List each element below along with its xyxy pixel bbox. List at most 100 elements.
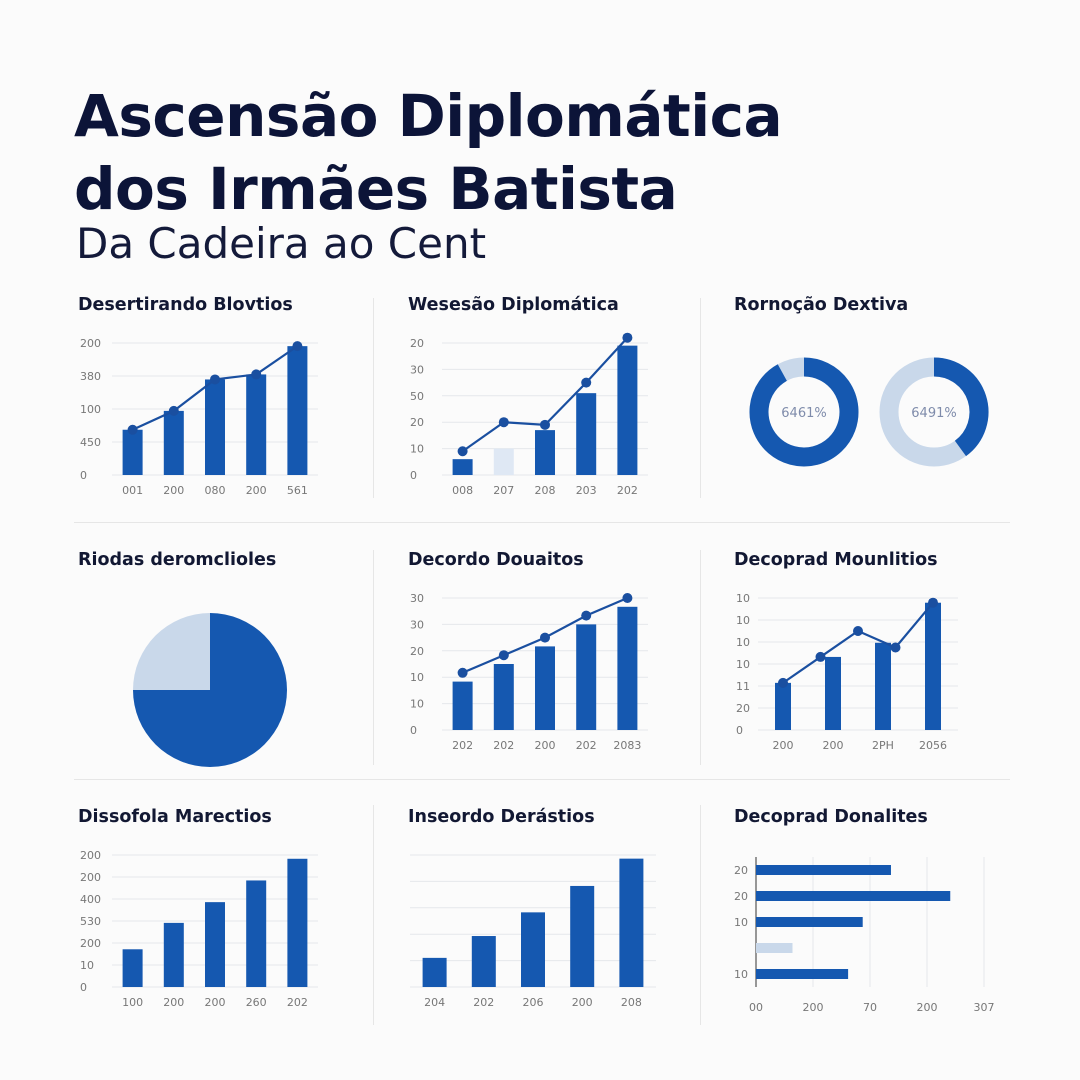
y-tick-label: 11 (736, 680, 750, 693)
y-tick-label: 10 (410, 698, 424, 711)
bar (452, 459, 473, 475)
donut-value-arc (749, 357, 859, 467)
donut-value-arc (933, 357, 989, 457)
x-tick-label: 200 (803, 1001, 824, 1014)
bar (576, 393, 597, 475)
y-tick-label: 30 (410, 592, 424, 605)
y-tick-label: 450 (80, 436, 101, 449)
bar (775, 682, 791, 730)
x-tick-label: 202 (452, 739, 473, 752)
data-point (853, 626, 863, 636)
data-point (622, 593, 633, 603)
bar (452, 681, 473, 730)
data-point (292, 341, 303, 352)
bar (493, 664, 514, 730)
y-tick-label: 530 (80, 915, 101, 928)
y-tick-label: 200 (80, 937, 101, 950)
data-point (778, 677, 788, 688)
data-point (168, 405, 179, 416)
title-line-1: Ascensão Diplomática (74, 82, 783, 150)
x-tick-label: 202 (287, 996, 308, 1009)
series-line (782, 602, 934, 684)
bar (163, 410, 184, 475)
divider (700, 550, 701, 765)
bar (493, 448, 514, 475)
y-tick-label: 10 (736, 614, 750, 627)
x-tick-label: 208 (535, 484, 556, 497)
x-tick-label: 260 (246, 996, 267, 1009)
pie-slice (133, 613, 210, 690)
y-tick-label: 0 (736, 724, 743, 737)
x-tick-label: 001 (122, 484, 143, 497)
x-tick-label: 008 (452, 484, 473, 497)
bar (521, 912, 545, 987)
bar (246, 880, 267, 987)
y-tick-label: 20 (410, 337, 424, 350)
x-tick-label: 200 (535, 739, 556, 752)
x-tick-label: 2PH (872, 739, 894, 752)
bar (163, 922, 184, 987)
bar (535, 646, 555, 730)
chart-title: Desertirando Blovtios (78, 295, 293, 315)
x-tick-label: 200 (572, 996, 593, 1009)
y-tick-label: 10 (410, 671, 424, 684)
bar (619, 858, 644, 987)
bar (617, 606, 638, 730)
data-point (581, 377, 592, 388)
divider (700, 298, 701, 498)
bar (205, 902, 225, 987)
y-tick-label: 10 (734, 916, 748, 929)
pie-chart (133, 613, 287, 767)
x-tick-label: 100 (122, 996, 143, 1009)
x-tick-label: 2056 (919, 739, 947, 752)
bar-line-chart: 0 10 10 20 30 30 202 202 200 202 2083 (410, 592, 648, 752)
chart-title: Rornoção Dextiva (734, 295, 909, 315)
bar (287, 858, 308, 987)
y-tick-label: 0 (80, 469, 87, 482)
y-tick-label: 30 (410, 618, 424, 631)
bar (825, 656, 841, 730)
donut-chart: 6461% 6491% (749, 357, 989, 467)
title-line-2: dos Irmães Batista (74, 155, 678, 223)
data-point (540, 419, 550, 430)
bar-line-chart: 0 20 11 10 10 10 10 200 200 2PH 2056 (736, 592, 958, 752)
bar (535, 430, 555, 475)
bar (122, 429, 143, 475)
bar (422, 957, 447, 987)
donut-label: 6461% (781, 406, 826, 421)
x-tick-label: 202 (493, 739, 514, 752)
chart-title: Decoprad Mounlitios (734, 550, 938, 570)
bar (756, 891, 951, 901)
chart-title: Wesesão Diplomática (408, 295, 619, 315)
y-tick-label: 100 (80, 403, 101, 416)
x-tick-label: 200 (773, 739, 794, 752)
y-tick-label: 380 (80, 370, 101, 383)
y-tick-label: 200 (80, 337, 101, 350)
divider (700, 805, 701, 1025)
y-tick-label: 50 (410, 390, 424, 403)
x-tick-label: 200 (823, 739, 844, 752)
x-tick-label: 70 (863, 1001, 877, 1014)
y-tick-label: 20 (410, 645, 424, 658)
y-tick-label: 10 (734, 968, 748, 981)
x-tick-label: 200 (163, 484, 184, 497)
bar-line-chart: 0 450 100 380 200 001 200 080 200 561 (80, 337, 318, 497)
x-tick-label: 2083 (613, 739, 641, 752)
y-tick-label: 20 (736, 702, 750, 715)
y-tick-label: 0 (80, 981, 87, 994)
chart-title: Dissofola Marectios (78, 807, 272, 827)
bar (205, 379, 225, 475)
bar (576, 624, 597, 730)
bar (570, 885, 595, 987)
divider (373, 550, 374, 765)
bar (756, 969, 849, 979)
x-tick-label: 202 (473, 996, 494, 1009)
chart-title: Inseordo Derástios (408, 807, 595, 827)
horizontal-bar-chart: 00 200 70 200 307 20 20 10 10 (734, 857, 995, 1014)
data-point (210, 374, 220, 385)
bar (756, 943, 793, 953)
bar (122, 949, 143, 987)
y-tick-label: 10 (410, 443, 424, 456)
bar (287, 346, 308, 475)
bar (246, 374, 267, 475)
